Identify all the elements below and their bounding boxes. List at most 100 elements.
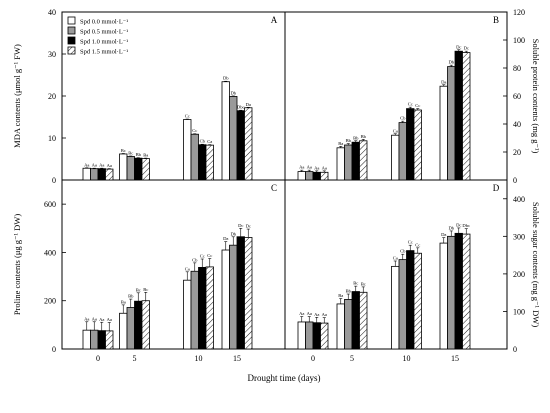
- y-tick-label-B: 40: [513, 120, 521, 129]
- bar-D-10-s0: [391, 265, 400, 350]
- bar-label-C: Bb: [128, 294, 134, 299]
- bar-label-C: Cc: [207, 253, 212, 258]
- y-tick-label-A: 40: [48, 8, 56, 17]
- x-tick-label-D: 5: [350, 354, 354, 363]
- x-tick-label-D: 0: [311, 354, 315, 363]
- y-tick-label-A: 0: [52, 176, 56, 185]
- bar-label-A: Aa: [99, 163, 104, 168]
- bar-A-15-s1: [229, 96, 238, 181]
- bar-label-A: Bc: [121, 148, 126, 153]
- bar-label-A: Cc: [185, 114, 190, 119]
- panel-letter-C: C: [271, 183, 277, 193]
- bar-D-5-s0: [336, 303, 345, 350]
- bar-label-B: Bb: [361, 134, 367, 139]
- bar-label-B: Aa: [299, 165, 304, 170]
- y-tick-label-C: 0: [52, 345, 56, 354]
- panel-B: B 0 20 40 60 80 100 120 Soluble protein contents…: [297, 8, 541, 185]
- bar-label-D: Cc: [415, 242, 420, 247]
- bar-label-C: Bc: [143, 287, 148, 292]
- legend-swatch-1: [67, 26, 76, 35]
- bar-B-15-s2: [454, 50, 463, 181]
- bar-label-A: Aa: [107, 163, 112, 168]
- y-tick-label-D: 100: [513, 307, 525, 316]
- bar-C-5-s2: [134, 300, 143, 350]
- bar-label-B: Da: [441, 79, 446, 84]
- bar-C-0-s2: [97, 330, 106, 350]
- y-tick-label-D: 0: [513, 345, 517, 354]
- y-tick-label-B: 80: [513, 64, 521, 73]
- bar-B-15-s1: [447, 66, 456, 181]
- bar-D-10-s3: [413, 252, 422, 350]
- y-tick-label-C: 600: [44, 200, 56, 209]
- bar-A-5-s2: [134, 157, 143, 181]
- bar-label-A: Bb: [136, 152, 142, 157]
- bar-label-C: Ba: [121, 299, 126, 304]
- bar-D-10-s2: [406, 250, 415, 350]
- bar-A-15-s3: [244, 107, 253, 181]
- bar-label-D: Aa: [299, 311, 304, 316]
- bar-label-C: Aa: [107, 317, 112, 322]
- bar-label-B: Cb: [400, 116, 406, 121]
- bar-B-0-s0: [297, 171, 306, 181]
- bar-D-0-s0: [297, 321, 306, 350]
- bar-A-15-s0: [221, 81, 230, 181]
- bar-B-15-s3: [462, 52, 471, 181]
- bar-A-0-s1: [90, 168, 99, 181]
- bar-label-A: Db: [230, 90, 236, 95]
- bar-label-B: Cc: [408, 102, 413, 107]
- bar-label-C: Dc: [238, 223, 243, 228]
- bar-label-D: Bc: [353, 281, 358, 286]
- legend-label-1: Spd 0.5 mmol·L⁻¹: [80, 29, 128, 36]
- bar-B-5-s1: [344, 144, 353, 181]
- bar-label-D: Aa: [314, 312, 319, 317]
- bar-label-D: Cb: [400, 249, 406, 254]
- bar-label-A: Cc: [192, 128, 197, 133]
- bar-C-10-s2: [198, 266, 207, 350]
- bar-B-0-s1: [305, 171, 314, 181]
- bar-label-C: Aa: [92, 316, 97, 321]
- bar-label-D: Cc: [408, 240, 413, 245]
- bar-A-10-s1: [190, 133, 199, 181]
- bar-label-C: Aa: [84, 316, 89, 321]
- y-tick-label-D: 200: [513, 270, 525, 279]
- bar-label-A: Ca: [207, 139, 212, 144]
- legend-swatch-3: [67, 46, 76, 55]
- bar-label-B: Db: [448, 60, 454, 65]
- bar-label-C: Cc: [200, 253, 205, 258]
- bar-label-A: Dbc: [237, 105, 245, 110]
- bar-label-D: Bc: [361, 281, 366, 286]
- bar-D-0-s1: [305, 321, 314, 350]
- bar-B-15-s0: [439, 85, 448, 181]
- bar-label-B: Dc: [456, 44, 461, 49]
- x-axis-title: Drought time (days): [248, 373, 321, 383]
- bar-D-5-s2: [351, 291, 360, 350]
- bar-B-5-s3: [359, 140, 368, 181]
- bar-C-15-s3: [244, 237, 253, 350]
- bar-label-B: Bb: [346, 138, 352, 143]
- bar-A-0-s0: [82, 167, 91, 181]
- bar-D-5-s3: [359, 291, 368, 350]
- bar-label-D: Bb: [346, 289, 352, 294]
- bar-A-15-s2: [236, 110, 245, 181]
- bar-C-10-s1: [190, 270, 199, 350]
- x-tick-label-D: 10: [403, 354, 411, 363]
- bar-D-15-s3: [462, 233, 471, 350]
- bar-label-D: Dc: [456, 222, 461, 227]
- bar-D-15-s2: [454, 232, 463, 350]
- bar-C-5-s3: [141, 300, 150, 350]
- bar-label-C: Db: [230, 231, 236, 236]
- bar-A-10-s3: [205, 144, 214, 181]
- bar-A-5-s3: [141, 158, 150, 181]
- bar-label-D: Ca: [393, 255, 398, 260]
- bar-A-5-s1: [126, 156, 135, 181]
- bar-label-A: Aa: [92, 163, 97, 168]
- y-tick-label-B: 120: [513, 8, 525, 17]
- x-tick-label-C: 10: [195, 354, 203, 363]
- bar-label-C: Dc: [246, 224, 251, 229]
- y-tick-label-B: 60: [513, 92, 521, 101]
- y-tick-label-A: 10: [48, 134, 56, 143]
- bar-label-D: Ba: [338, 293, 343, 298]
